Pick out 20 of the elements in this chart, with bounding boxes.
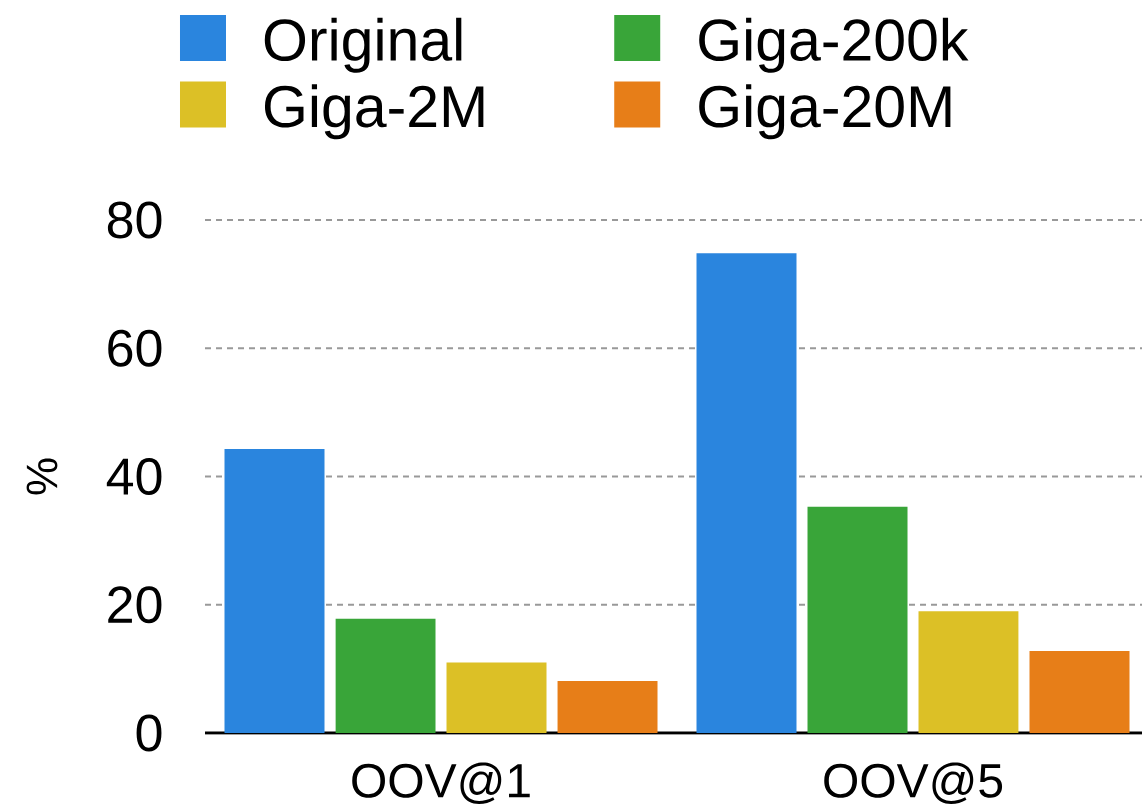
bar bbox=[446, 662, 547, 733]
bar bbox=[1029, 650, 1130, 733]
y-tick-label: 40 bbox=[106, 458, 162, 495]
y-tick-label: 80 bbox=[107, 201, 162, 239]
bar bbox=[335, 618, 436, 733]
x-tick-label: OOV@5 bbox=[824, 762, 1003, 804]
y-tick-label: 60 bbox=[108, 329, 162, 367]
legend-label: Original bbox=[264, 17, 462, 73]
legend-label: Giga-20M bbox=[699, 84, 951, 140]
x-tick-label: OOV@1 bbox=[352, 762, 530, 804]
y-tick-label: 20 bbox=[108, 586, 162, 624]
bar bbox=[807, 506, 908, 733]
bar bbox=[696, 253, 797, 733]
bar bbox=[224, 448, 325, 733]
legend-label: Giga-200k bbox=[699, 17, 969, 73]
y-tick-label: 0 bbox=[136, 714, 162, 752]
y-axis-title: % bbox=[26, 458, 58, 495]
bar bbox=[557, 681, 658, 733]
bar bbox=[918, 611, 1019, 733]
legend-label: Giga-2M bbox=[264, 84, 484, 140]
